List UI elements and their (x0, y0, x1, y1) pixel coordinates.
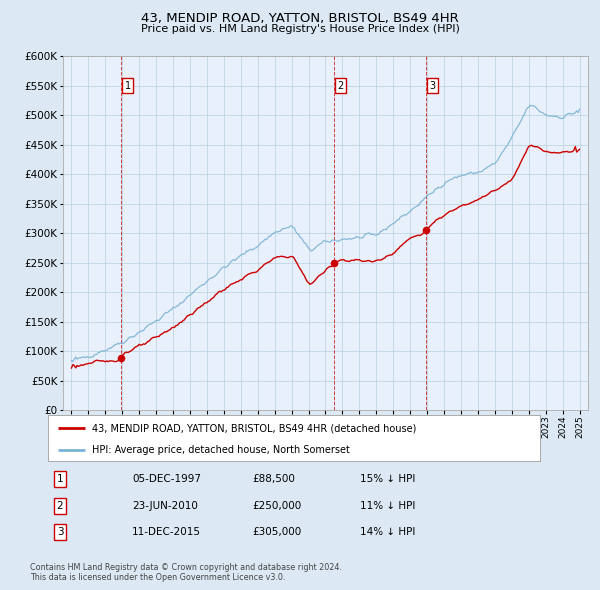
Text: £88,500: £88,500 (252, 474, 295, 484)
Text: 3: 3 (430, 81, 436, 90)
Text: 3: 3 (56, 527, 64, 537)
Text: 43, MENDIP ROAD, YATTON, BRISTOL, BS49 4HR: 43, MENDIP ROAD, YATTON, BRISTOL, BS49 4… (141, 12, 459, 25)
Text: HPI: Average price, detached house, North Somerset: HPI: Average price, detached house, Nort… (92, 445, 350, 455)
Text: £250,000: £250,000 (252, 501, 301, 510)
Text: 14% ↓ HPI: 14% ↓ HPI (360, 527, 415, 537)
Text: 2: 2 (56, 501, 64, 510)
Text: 1: 1 (56, 474, 64, 484)
Text: 43, MENDIP ROAD, YATTON, BRISTOL, BS49 4HR (detached house): 43, MENDIP ROAD, YATTON, BRISTOL, BS49 4… (92, 423, 416, 433)
Text: 2: 2 (337, 81, 344, 90)
Text: 23-JUN-2010: 23-JUN-2010 (132, 501, 198, 510)
Text: 11% ↓ HPI: 11% ↓ HPI (360, 501, 415, 510)
Text: Contains HM Land Registry data © Crown copyright and database right 2024.: Contains HM Land Registry data © Crown c… (30, 563, 342, 572)
Text: Price paid vs. HM Land Registry's House Price Index (HPI): Price paid vs. HM Land Registry's House … (140, 25, 460, 34)
Text: 1: 1 (125, 81, 131, 90)
Text: 11-DEC-2015: 11-DEC-2015 (132, 527, 201, 537)
Text: 05-DEC-1997: 05-DEC-1997 (132, 474, 201, 484)
Text: 15% ↓ HPI: 15% ↓ HPI (360, 474, 415, 484)
Text: This data is licensed under the Open Government Licence v3.0.: This data is licensed under the Open Gov… (30, 572, 286, 582)
Text: £305,000: £305,000 (252, 527, 301, 537)
